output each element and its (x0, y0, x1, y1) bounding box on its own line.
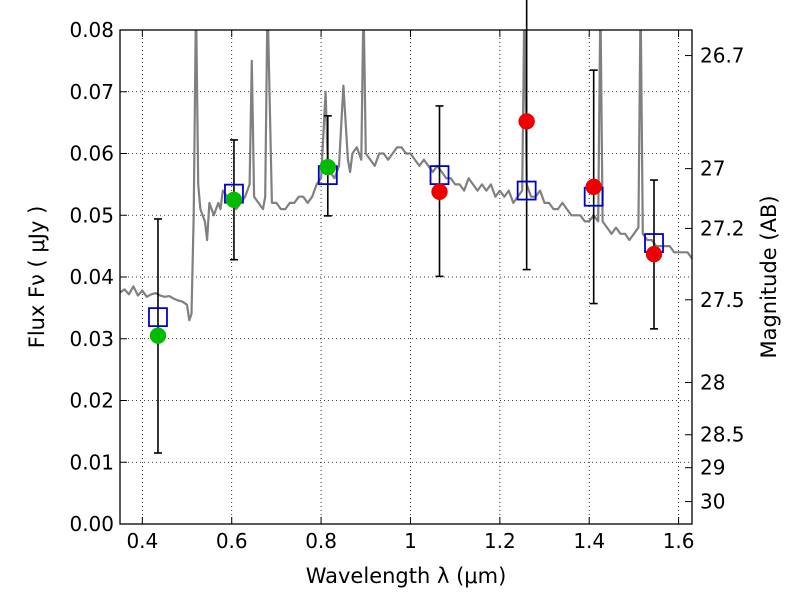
plot-area (120, 30, 692, 524)
x-tick-label: 1 (404, 529, 417, 553)
x-tick-label: 0.6 (216, 529, 248, 553)
mag-tick-label: 27.2 (700, 216, 745, 240)
mag-tick-label: 28 (700, 371, 725, 395)
y-tick-label: 0.06 (69, 142, 114, 166)
y-tick-label: 0.00 (69, 512, 114, 536)
observed-point (518, 113, 535, 130)
observed-point (319, 158, 337, 176)
mag-tick-label: 28.5 (700, 423, 745, 447)
x-tick-label: 1.2 (484, 529, 516, 553)
mag-tick-label: 30 (700, 490, 725, 514)
mag-tick-label: 27.5 (700, 288, 745, 312)
model-square (148, 307, 168, 328)
y-tick-label: 0.01 (69, 450, 114, 474)
observed-point (431, 183, 448, 201)
mag-tick-label: 26.7 (700, 44, 745, 68)
mag-tick-label: 27 (700, 157, 725, 181)
observed-point (149, 327, 167, 344)
x-tick-label: 0.4 (126, 529, 158, 553)
model-square (516, 180, 537, 201)
y-tick-label: 0.04 (69, 265, 114, 289)
x-tick-label: 1.6 (663, 529, 695, 553)
observed-point (225, 191, 243, 209)
y-tick-label: 0.02 (69, 389, 114, 413)
mag-tick-label: 29 (700, 456, 725, 480)
x-axis-title: Wavelength λ (μm) (306, 564, 507, 588)
y-tick-label: 0.08 (69, 18, 114, 42)
y2-axis-title: Magnitude (AB) (757, 195, 781, 358)
y-tick-label: 0.03 (69, 327, 114, 351)
y-axis-title: Flux Fν ( μJy ) (25, 206, 49, 349)
y-tick-label: 0.05 (69, 203, 114, 227)
x-tick-label: 1.4 (573, 529, 605, 553)
y-tick-label: 0.07 (69, 80, 114, 104)
axes: 0.4 0.6 0.8 1 1.2 1.4 1.6 0.00 0.01 0.02 0.03 0.04 0… (69, 18, 744, 553)
observed-point (645, 245, 663, 263)
markers (148, 113, 664, 344)
observed-point (585, 178, 602, 196)
x-tick-label: 0.8 (305, 529, 337, 553)
spectrum-line (120, 30, 692, 322)
